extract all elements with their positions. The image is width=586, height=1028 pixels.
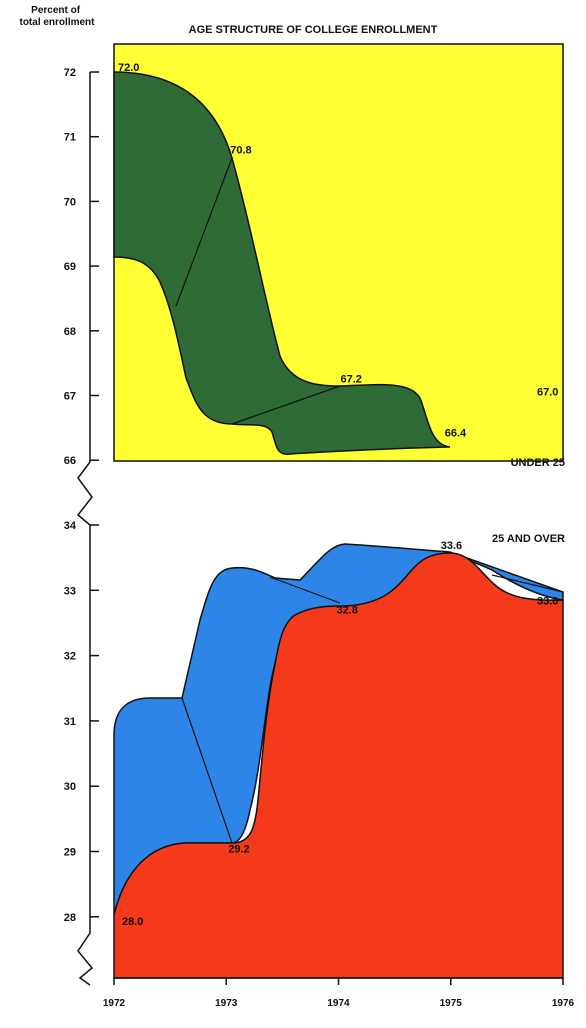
under25-ytick-label-71: 71 bbox=[64, 132, 76, 144]
xtick-label-1973: 1973 bbox=[215, 998, 238, 1009]
over25-ytick-label-30: 30 bbox=[64, 781, 76, 793]
over25-label: 25 AND OVER bbox=[492, 533, 565, 545]
under25-point-label-1974: 67.2 bbox=[341, 374, 362, 386]
y-axis: 66 67 68 69 70 71 72 28 29 30 31 32 33 34 bbox=[64, 67, 99, 986]
under25-label: UNDER 25 bbox=[511, 457, 565, 469]
xtick-label-1975: 1975 bbox=[440, 998, 463, 1009]
x-axis: 1972 1973 1974 1975 1976 bbox=[103, 977, 575, 1009]
over25-panel bbox=[113, 543, 564, 979]
over25-ytick-label-32: 32 bbox=[64, 651, 76, 663]
x-ticks: 1972 1973 1974 1975 1976 bbox=[103, 978, 575, 1009]
under25-ytick-label-67: 67 bbox=[64, 391, 76, 403]
over25-ytick-label-33: 33 bbox=[64, 585, 76, 597]
under25-point-label-1973: 70.8 bbox=[230, 145, 251, 157]
chart-title: AGE STRUCTURE OF COLLEGE ENROLLMENT bbox=[189, 24, 438, 36]
over25-ytick-label-29: 29 bbox=[64, 847, 76, 859]
y-axis-title: Percent of total enrollment bbox=[19, 5, 95, 28]
over25-ytick-label-34: 34 bbox=[64, 520, 77, 532]
under25-ytick-label-69: 69 bbox=[64, 261, 76, 273]
under25-ytick-label-70: 70 bbox=[64, 196, 76, 208]
over25-point-label-1975: 33.6 bbox=[441, 540, 462, 552]
over25-depth-edge bbox=[181, 552, 564, 844]
over25-front-area bbox=[113, 552, 564, 979]
xtick-label-1976: 1976 bbox=[552, 998, 575, 1009]
over25-point-label-1976: 33.0 bbox=[537, 595, 558, 607]
under25-ytick-label-72: 72 bbox=[64, 67, 76, 79]
under25-point-label-1972: 72.0 bbox=[118, 62, 139, 74]
under25-depth-band bbox=[113, 71, 451, 455]
under25-y-ticks: 66 67 68 69 70 71 72 bbox=[64, 67, 99, 467]
under25-point-label-1976: 67.0 bbox=[537, 387, 558, 399]
under25-ytick-label-68: 68 bbox=[64, 326, 76, 338]
over25-point-label-1974: 32.8 bbox=[337, 604, 358, 616]
over25-ytick-label-31: 31 bbox=[64, 716, 76, 728]
over25-point-label-1972: 28.0 bbox=[122, 916, 143, 928]
over25-ytick-label-28: 28 bbox=[64, 912, 76, 924]
under25-depth-edge bbox=[175, 157, 341, 425]
over25-y-ticks: 28 29 30 31 32 33 34 bbox=[64, 520, 99, 924]
data-labels: 72.0 70.8 67.2 66.4 67.0 28.0 29.2 32.8 33.6 33.0 bbox=[118, 62, 558, 928]
xtick-label-1972: 1972 bbox=[103, 998, 126, 1009]
under25-panel bbox=[113, 43, 564, 462]
xtick-label-1974: 1974 bbox=[327, 998, 350, 1009]
under25-ytick-label-66: 66 bbox=[64, 455, 76, 467]
under25-point-label-1975: 66.4 bbox=[445, 427, 467, 439]
over25-point-label-1973: 29.2 bbox=[228, 843, 249, 855]
y-axis-title-line-1: Percent of bbox=[31, 5, 81, 16]
y-axis-title-line-2: total enrollment bbox=[19, 17, 95, 28]
y-axis-line bbox=[76, 72, 94, 986]
